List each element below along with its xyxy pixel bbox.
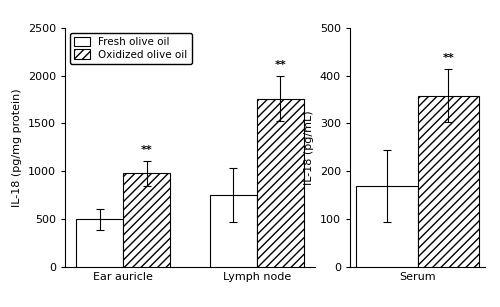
Text: **: ** — [274, 60, 286, 71]
Bar — [210, 195, 257, 267]
Bar — [123, 173, 170, 267]
Y-axis label: IL-18 (pg/mg protein): IL-18 (pg/mg protein) — [12, 88, 22, 207]
Bar — [76, 219, 123, 267]
Text: **: ** — [140, 145, 152, 155]
Text: **: ** — [442, 53, 454, 63]
Bar — [418, 96, 479, 267]
Y-axis label: IL-18 (pg/mL): IL-18 (pg/mL) — [304, 110, 314, 185]
Bar — [356, 186, 418, 267]
Legend: Fresh olive oil, Oxidized olive oil: Fresh olive oil, Oxidized olive oil — [70, 33, 192, 64]
Bar — [257, 99, 304, 267]
